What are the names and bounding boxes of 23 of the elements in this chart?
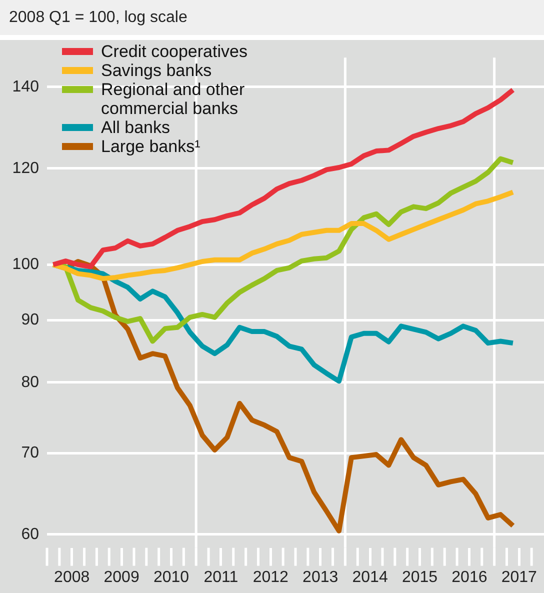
x-tick-label: 2012: [252, 568, 289, 586]
x-tick-label: 2011: [204, 568, 238, 586]
x-tick-label: 2017: [501, 568, 538, 586]
legend-label: Savings banks: [101, 61, 212, 80]
x-tick-label: 2013: [302, 568, 338, 586]
legend-label: All banks: [101, 118, 170, 137]
legend-label: Large banks¹: [101, 137, 200, 156]
y-tick-label: 70: [21, 444, 40, 462]
x-tick-label: 2008: [54, 568, 90, 586]
y-tick-label: 140: [12, 78, 40, 96]
x-tick-label: 2014: [352, 568, 388, 586]
y-tick-label: 120: [12, 160, 40, 177]
legend-label: Credit cooperatives: [101, 42, 248, 61]
y-tick-label: 100: [12, 256, 40, 274]
x-tick-label: 2015: [402, 568, 438, 586]
y-tick-label: 80: [21, 374, 40, 391]
y-tick-label: 60: [21, 526, 40, 543]
legend-label: Regional and other commercial banks: [101, 80, 246, 118]
x-tick-label: 2010: [153, 568, 190, 586]
y-tick-label: 90: [21, 312, 40, 329]
x-tick-label: 2009: [104, 568, 140, 586]
chart-title: 2008 Q1 = 100, log scale: [0, 0, 544, 35]
x-tick-label: 2016: [452, 568, 488, 586]
